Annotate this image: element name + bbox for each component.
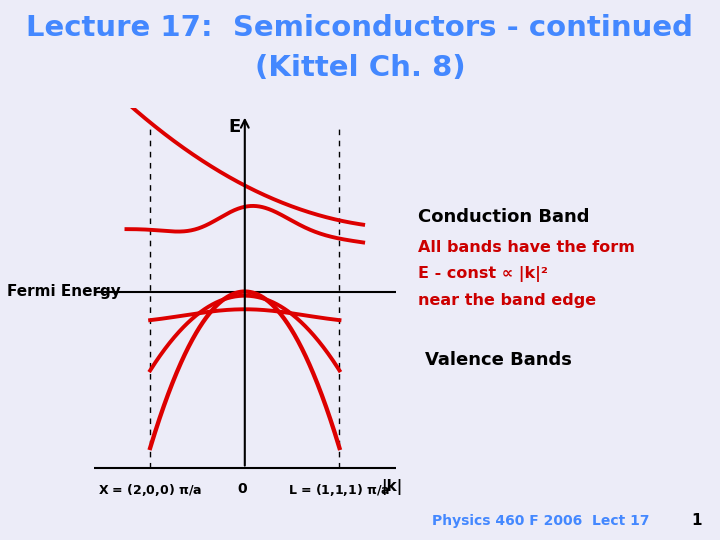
Text: 1: 1 bbox=[691, 513, 702, 528]
Text: E - const ∝ |k|²: E - const ∝ |k|² bbox=[418, 266, 547, 282]
Text: 0: 0 bbox=[238, 482, 248, 496]
Text: E: E bbox=[228, 118, 240, 136]
Text: Valence Bands: Valence Bands bbox=[425, 350, 572, 369]
Text: X = (2,0,0) $\mathbf{\pi}$/a: X = (2,0,0) $\mathbf{\pi}$/a bbox=[98, 482, 202, 498]
Text: Conduction Band: Conduction Band bbox=[418, 208, 589, 226]
Text: Lecture 17:  Semiconductors - continued: Lecture 17: Semiconductors - continued bbox=[27, 14, 693, 42]
Text: All bands have the form: All bands have the form bbox=[418, 240, 634, 254]
Text: Physics 460 F 2006  Lect 17: Physics 460 F 2006 Lect 17 bbox=[432, 514, 649, 528]
Text: L = (1,1,1) $\mathbf{\pi}$/a: L = (1,1,1) $\mathbf{\pi}$/a bbox=[288, 482, 391, 498]
Text: near the band edge: near the band edge bbox=[418, 294, 595, 308]
Text: (Kittel Ch. 8): (Kittel Ch. 8) bbox=[255, 54, 465, 82]
Text: Fermi Energy: Fermi Energy bbox=[7, 284, 121, 299]
Text: |k|: |k| bbox=[382, 480, 402, 495]
